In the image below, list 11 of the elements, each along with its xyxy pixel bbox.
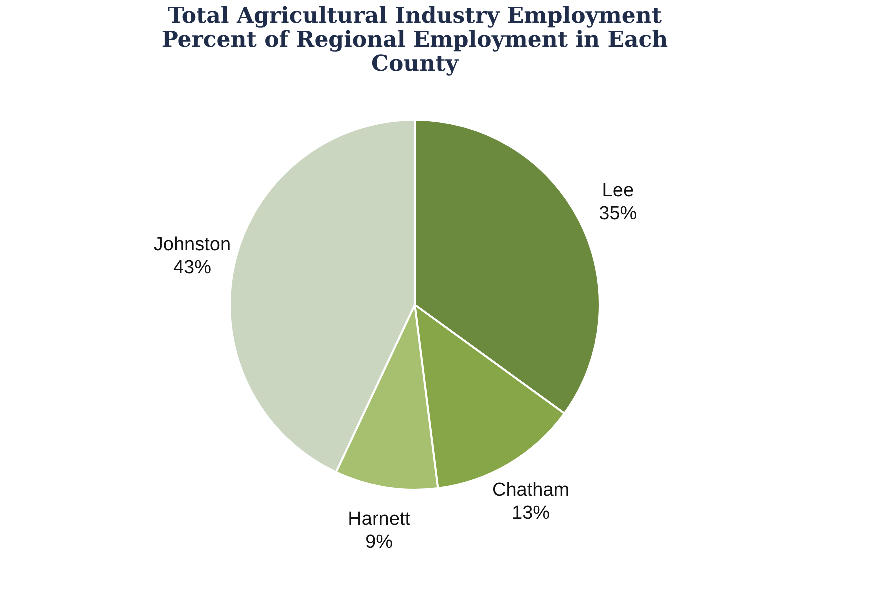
slice-label: Chatham <box>492 480 570 502</box>
slice-label: Harnett <box>348 509 412 530</box>
text: Total Agricultural Industry Employment <box>168 3 662 29</box>
slice-label: Lee <box>602 180 634 202</box>
data-label: 9% <box>366 532 394 554</box>
data-label: 43% <box>173 257 212 278</box>
slice-label: Johnston <box>154 234 232 256</box>
text: Percent of Regional Employment in Each <box>162 27 668 53</box>
data-label: 13% <box>512 503 550 524</box>
data-label: 35% <box>599 203 638 224</box>
text: County <box>371 51 459 77</box>
